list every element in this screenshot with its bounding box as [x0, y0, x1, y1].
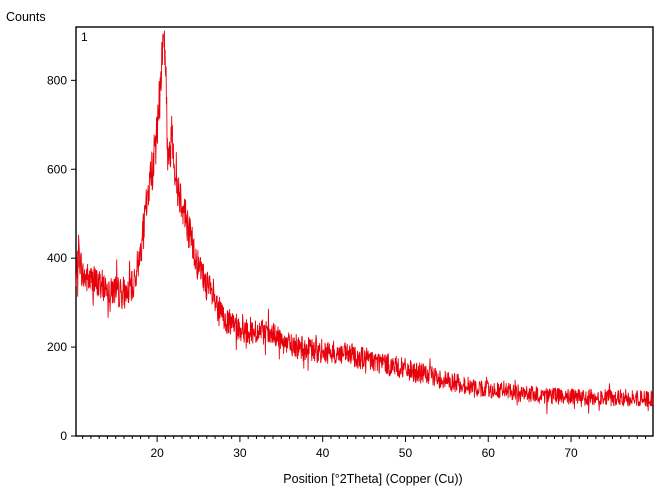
x-axis: 20 30 40 50 60 70 — [82, 436, 647, 460]
x-tick-label: 40 — [316, 446, 330, 460]
y-tick-label: 800 — [47, 73, 67, 87]
x-tick-label: 20 — [150, 446, 164, 460]
plot-frame — [75, 26, 654, 437]
y-tick-label: 400 — [47, 251, 67, 265]
x-tick-label: 30 — [233, 446, 247, 460]
x-tick-label: 50 — [399, 446, 413, 460]
pattern-label: 1 — [81, 30, 88, 44]
y-axis-title: Counts — [6, 10, 46, 24]
x-axis-title: Position [°2Theta] (Copper (Cu)) — [283, 472, 462, 486]
y-tick-label: 600 — [47, 162, 67, 176]
y-tick-label: 200 — [47, 340, 67, 354]
x-tick-label: 60 — [482, 446, 496, 460]
x-tick-label: 70 — [564, 446, 578, 460]
y-tick-label: 0 — [60, 429, 67, 443]
series-line-0 — [75, 30, 654, 415]
y-axis: 0 200 400 600 800 — [47, 73, 76, 443]
series-layer — [75, 30, 654, 415]
